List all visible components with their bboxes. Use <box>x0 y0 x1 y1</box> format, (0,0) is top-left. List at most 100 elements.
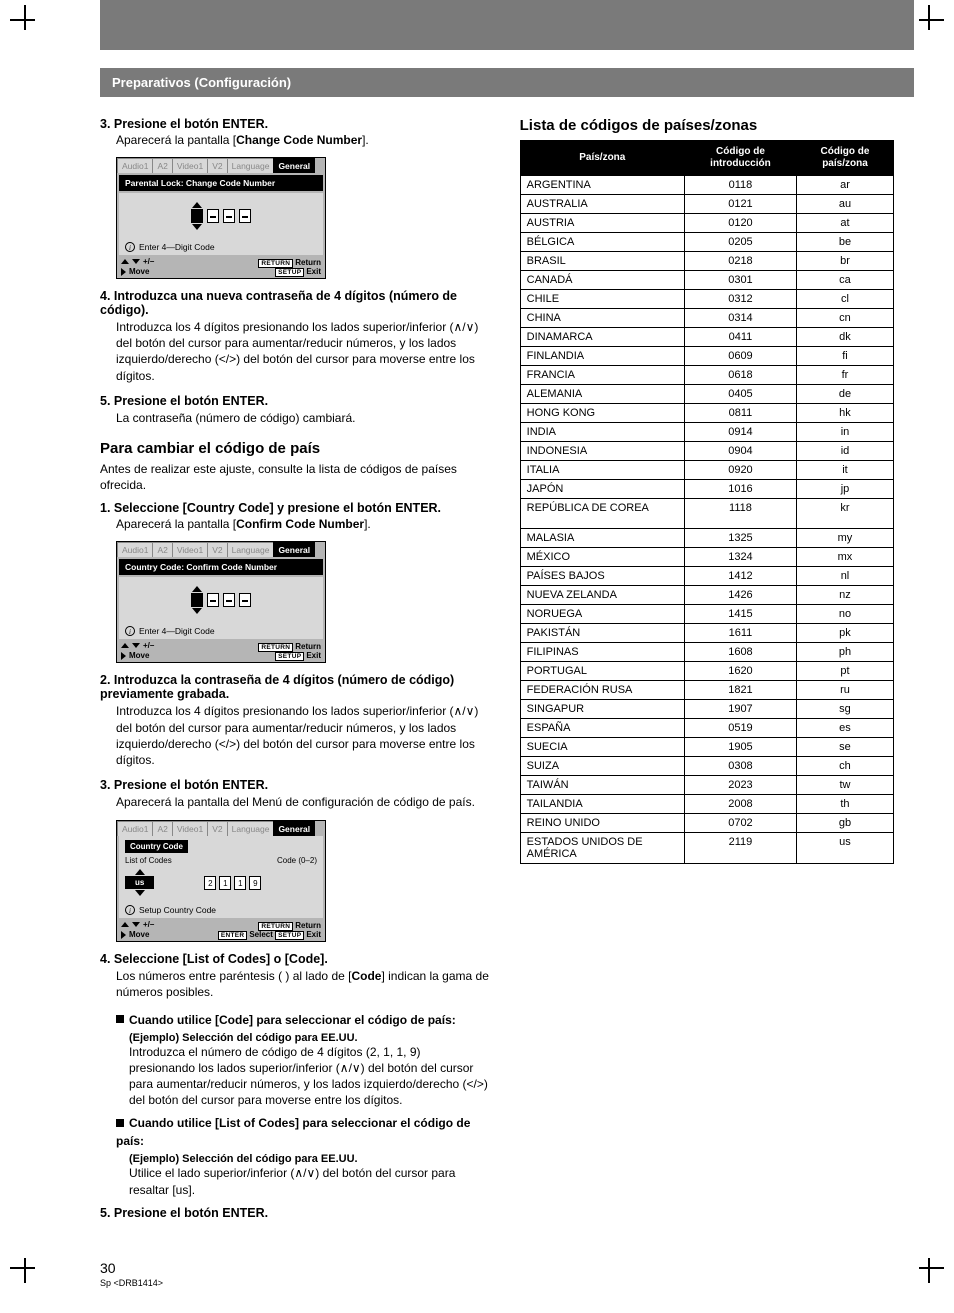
table-cell: 1608 <box>684 643 796 662</box>
table-row: FRANCIA0618fr <box>520 366 893 385</box>
cc-digit: 1 <box>234 876 246 890</box>
table-row: AUSTRALIA0121au <box>520 195 893 214</box>
table-row: PAÍSES BAJOS1412nl <box>520 567 893 586</box>
table-cell: 1016 <box>684 480 796 499</box>
table-cell: 0405 <box>684 385 796 404</box>
cstep-3-body: Aparecerá la pantalla del Menú de config… <box>100 794 490 810</box>
table-cell: de <box>796 385 893 404</box>
setup-btn-label: SETUP <box>275 652 304 661</box>
table-cell: br <box>796 252 893 271</box>
osd-tab: A2 <box>152 821 172 836</box>
osd-tab: Video1 <box>172 158 208 173</box>
table-cell: REPÚBLICA DE COREA <box>520 499 684 529</box>
step-3-body-post: ]. <box>362 133 369 147</box>
table-cell: 0618 <box>684 366 796 385</box>
country-intro: Antes de realizar este ajuste, consulte … <box>100 461 490 493</box>
crop-mark <box>914 5 944 35</box>
osd-hint-text: Enter 4—Digit Code <box>139 242 215 252</box>
osd-foot-move: Move <box>129 267 149 276</box>
table-row: REINO UNIDO0702gb <box>520 814 893 833</box>
table-row: ESTADOS UNIDOS DE AMÉRICA2119us <box>520 833 893 864</box>
osd-foot-exit: Exit <box>306 651 321 660</box>
table-cell: ph <box>796 643 893 662</box>
table-row: SUECIA1905se <box>520 738 893 757</box>
table-cell: 1324 <box>684 548 796 567</box>
table-cell: FEDERACIÓN RUSA <box>520 681 684 700</box>
table-cell: CHINA <box>520 309 684 328</box>
table-cell: kr <box>796 499 893 529</box>
osd-foot-move: Move <box>129 930 149 939</box>
osd-confirm-code: Audio1 A2 Video1 V2 Language General Cou… <box>116 541 326 663</box>
square-bullet-icon <box>116 1015 124 1023</box>
table-cell: in <box>796 423 893 442</box>
table-cell: CHILE <box>520 290 684 309</box>
table-row: BÉLGICA0205be <box>520 233 893 252</box>
table-row: AUSTRIA0120at <box>520 214 893 233</box>
osd-tab: Audio1 <box>117 158 153 173</box>
table-row: DINAMARCA0411dk <box>520 328 893 347</box>
table-cell: 1821 <box>684 681 796 700</box>
step-3-body-bold: Change Code Number <box>236 133 362 147</box>
table-cell: FINLANDIA <box>520 347 684 366</box>
bullet-code-body: Introduzca el número de código de 4 dígi… <box>129 1044 490 1109</box>
cstep-1-pre: Aparecerá la pantalla [ <box>116 517 236 531</box>
table-header: País/zona <box>520 141 684 176</box>
osd-tab: Language <box>227 542 275 557</box>
step-5-body: La contraseña (número de código) cambiar… <box>100 410 490 426</box>
header-bar <box>100 0 914 50</box>
table-row: MÉXICO1324mx <box>520 548 893 567</box>
table-row: SINGAPUR1907sg <box>520 700 893 719</box>
table-cell: 1118 <box>684 499 796 529</box>
table-cell: 1412 <box>684 567 796 586</box>
table-row: FINLANDIA0609fi <box>520 347 893 366</box>
osd-tab-active: General <box>273 158 315 173</box>
cstep-1-post: ]. <box>364 517 371 531</box>
table-cell: 0120 <box>684 214 796 233</box>
step-4: 4. Introduzca una nueva contraseña de 4 … <box>100 289 490 384</box>
step-5-head: 5. Presione el botón ENTER. <box>100 394 490 408</box>
osd-foot-exit: Exit <box>306 930 321 939</box>
table-cell: 0218 <box>684 252 796 271</box>
table-cell: 0301 <box>684 271 796 290</box>
table-cell: PAÍSES BAJOS <box>520 567 684 586</box>
osd-tab: V2 <box>207 821 227 836</box>
step-5: 5. Presione el botón ENTER. La contraseñ… <box>100 394 490 426</box>
osd-tab-active: General <box>273 821 315 836</box>
osd-foot-exit: Exit <box>306 267 321 276</box>
table-cell: sg <box>796 700 893 719</box>
osd-foot-pm: +/– <box>143 257 154 266</box>
table-cell: es <box>796 719 893 738</box>
table-cell: 1415 <box>684 605 796 624</box>
table-cell: NORUEGA <box>520 605 684 624</box>
table-cell: dk <box>796 328 893 347</box>
table-cell: 1611 <box>684 624 796 643</box>
table-cell: my <box>796 529 893 548</box>
table-cell: 0205 <box>684 233 796 252</box>
osd-hint-text: Setup Country Code <box>139 905 216 915</box>
table-row: REPÚBLICA DE COREA1118kr <box>520 499 893 529</box>
table-cell: nz <box>796 586 893 605</box>
osd-country-code: Audio1 A2 Video1 V2 Language General Cou… <box>116 820 326 942</box>
table-row: TAILANDIA2008th <box>520 795 893 814</box>
table-row: CHINA0314cn <box>520 309 893 328</box>
osd-tab: Video1 <box>172 821 208 836</box>
cc-badge: Country Code <box>125 840 188 853</box>
table-row: INDIA0914in <box>520 423 893 442</box>
step-3-body-pre: Aparecerá la pantalla [ <box>116 133 236 147</box>
table-cell: pt <box>796 662 893 681</box>
step-3-head: 3. Presione el botón ENTER. <box>100 117 490 131</box>
table-cell: 2119 <box>684 833 796 864</box>
osd-digit-area <box>119 193 323 239</box>
table-cell: 1325 <box>684 529 796 548</box>
cstep-3: 3. Presione el botón ENTER. Aparecerá la… <box>100 778 490 810</box>
bullet-code-example: (Ejemplo) Selección del código para EE.U… <box>129 1032 490 1044</box>
table-row: FEDERACIÓN RUSA1821ru <box>520 681 893 700</box>
osd-tab: V2 <box>207 158 227 173</box>
table-cell: 0118 <box>684 176 796 195</box>
page-footer: Sp <DRB1414> <box>100 1278 954 1288</box>
table-row: ITALIA0920it <box>520 461 893 480</box>
table-cell: FILIPINAS <box>520 643 684 662</box>
table-row: FILIPINAS1608ph <box>520 643 893 662</box>
cc-digit: 1 <box>219 876 231 890</box>
table-row: BRASIL0218br <box>520 252 893 271</box>
